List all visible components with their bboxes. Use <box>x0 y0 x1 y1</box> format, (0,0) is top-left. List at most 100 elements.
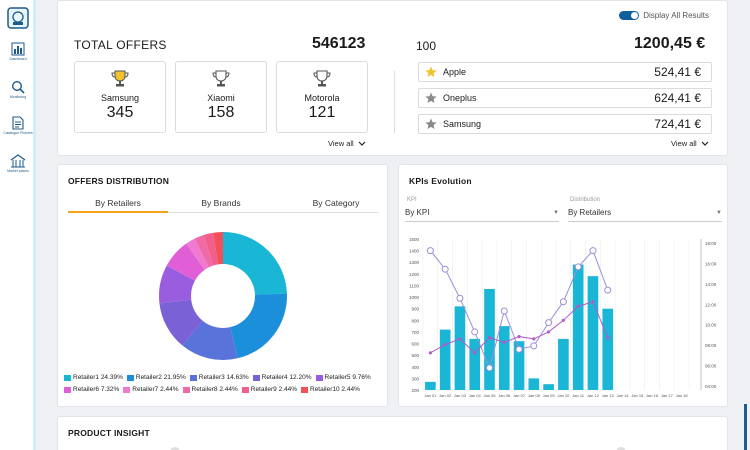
kpi-line-point[interactable] <box>426 247 434 255</box>
tab-by-retailers[interactable]: By Retailers <box>95 198 141 208</box>
y-right-tick: 04:00 <box>705 384 717 389</box>
brand-card-samsung[interactable]: Samsung 345 <box>74 61 166 133</box>
legend-item[interactable]: Retailer5 9.76% <box>315 374 371 381</box>
legend-item[interactable]: Retailer1 24.39% <box>64 374 123 381</box>
kpi-bar[interactable] <box>469 338 481 390</box>
legend-label: Retailer9 2.44% <box>250 386 297 393</box>
legend-item[interactable]: Retailer9 2.44% <box>241 386 297 393</box>
kpi-line-point[interactable] <box>473 351 477 355</box>
slider-handle[interactable] <box>170 447 180 450</box>
sidebar-item-dashboard[interactable]: Dashboard <box>2 42 34 61</box>
kpi-bar[interactable] <box>484 288 495 390</box>
ranking-row-apple[interactable]: Apple 524,41 € <box>418 62 712 82</box>
kpi-line-point[interactable] <box>591 300 595 304</box>
brand-card-xiaomi[interactable]: Xiaomi 158 <box>175 61 267 133</box>
legend-item[interactable]: Retailer3 14.63% <box>189 374 249 381</box>
kpi-line-point[interactable] <box>606 336 610 340</box>
kpi-bar[interactable] <box>587 276 599 390</box>
legend-item[interactable]: Retailer8 2.44% <box>182 386 238 393</box>
kpi-line-point[interactable] <box>428 351 432 355</box>
donut-slice-1[interactable] <box>223 232 287 295</box>
donut-slice-3[interactable] <box>182 320 238 360</box>
scrollbar-thumb[interactable] <box>744 404 747 450</box>
slider-handle[interactable] <box>616 447 626 450</box>
kpi-select[interactable]: By KPI ▼ <box>405 208 559 222</box>
kpi-line-point[interactable] <box>517 334 521 339</box>
donut-slice-6[interactable] <box>166 243 205 281</box>
tab-by-brands[interactable]: By Brands <box>201 198 241 208</box>
donut-slice-8[interactable] <box>194 234 214 268</box>
ranking-row-samsung[interactable]: Samsung 724,41 € <box>418 114 712 134</box>
donut-slice-7[interactable] <box>186 238 209 270</box>
kpi-line-point[interactable] <box>458 337 462 341</box>
kpi-bar[interactable] <box>425 381 436 390</box>
kpi-bar[interactable] <box>513 341 525 390</box>
ranking-value: 724,41 € <box>654 117 701 131</box>
x-tick-label: Jan 15 <box>631 393 644 398</box>
kpi-line-point[interactable] <box>502 340 506 344</box>
kpi-line-point[interactable] <box>500 307 508 315</box>
y-left-tick: 700 <box>411 330 419 335</box>
kpi-line-point[interactable] <box>441 265 449 273</box>
kpi-line-point[interactable] <box>604 286 612 294</box>
kpi-bar[interactable] <box>572 264 584 390</box>
tab-by-category[interactable]: By Category <box>312 198 360 208</box>
view-all-brands-link[interactable]: View all <box>328 139 366 148</box>
kpi-bar[interactable] <box>543 384 554 390</box>
donut-chart <box>159 232 287 360</box>
kpis-evolution-card: KPIs Evolution KPI By KPI ▼ Distribution… <box>398 164 728 407</box>
kpi-bar[interactable] <box>528 378 540 390</box>
sidebar-item-marketplaces[interactable]: Market places <box>2 154 34 173</box>
sidebar-item-monitoring[interactable]: Monitoring <box>2 80 34 99</box>
brand-logo[interactable] <box>2 6 34 30</box>
legend-label: Retailer3 14.63% <box>198 374 249 381</box>
display-all-toggle[interactable]: Display All Results <box>619 11 709 20</box>
legend-item[interactable]: Retailer10 2.44% <box>301 386 360 393</box>
legend-swatch <box>252 374 260 381</box>
donut-slice-2[interactable] <box>230 293 287 359</box>
kpi-line-point[interactable] <box>515 345 523 353</box>
legend-item[interactable]: Retailer4 12.20% <box>252 374 312 381</box>
legend-label: Retailer8 2.44% <box>191 386 238 393</box>
kpi-line-point[interactable] <box>559 298 567 306</box>
y-left-tick: 600 <box>411 342 419 347</box>
ranking-row-oneplus[interactable]: Oneplus 624,41 € <box>418 88 712 108</box>
kpi-line-point[interactable] <box>547 330 551 334</box>
y-left-tick: 1300 <box>409 260 420 265</box>
distribution-select-label: Distribution <box>570 197 601 203</box>
legend-item[interactable]: Retailer6 7.32% <box>64 386 119 393</box>
offers-distribution-card: OFFERS DISTRIBUTION By Retailers By Bran… <box>57 164 388 407</box>
legend-item[interactable]: Retailer2 21.95% <box>126 374 186 381</box>
donut-slice-5[interactable] <box>159 265 195 304</box>
kpi-line-point[interactable] <box>456 294 464 302</box>
kpi-bar[interactable] <box>558 338 569 390</box>
kpi-bar[interactable] <box>439 329 451 390</box>
x-tick-label: Jan 09 <box>543 393 556 398</box>
kpi-line-point[interactable] <box>471 328 479 336</box>
kpi-line-point[interactable] <box>561 318 565 322</box>
kpi-line-point[interactable] <box>486 364 493 372</box>
kpi-line-point[interactable] <box>530 342 538 350</box>
sidebar-item-catalogue[interactable]: Catalogue Pictures <box>2 116 34 135</box>
toggle-switch[interactable] <box>619 11 640 20</box>
kpi-bar[interactable] <box>602 308 614 390</box>
kpi-select-label: KPI <box>407 197 417 203</box>
kpi-line-point[interactable] <box>545 319 553 327</box>
kpi-bar[interactable] <box>454 306 466 390</box>
kpi-line-point[interactable] <box>487 336 492 340</box>
toggle-label: Display All Results <box>643 11 709 20</box>
legend-item[interactable]: Retailer7 2.44% <box>123 386 179 393</box>
brand-card-motorola[interactable]: Motorola 121 <box>276 61 368 133</box>
donut-slice-10[interactable] <box>213 232 223 265</box>
kpi-line-point[interactable] <box>574 263 582 271</box>
distribution-select[interactable]: By Retailers ▼ <box>568 208 722 222</box>
kpi-line-point[interactable] <box>443 343 447 347</box>
donut-slice-4[interactable] <box>159 299 203 346</box>
donut-slice-9[interactable] <box>203 232 219 266</box>
kpi-line-point[interactable] <box>589 247 597 255</box>
legend-label: Retailer4 12.20% <box>261 374 312 381</box>
kpi-bar[interactable] <box>498 326 510 390</box>
view-all-ranking-link[interactable]: View all <box>671 139 709 148</box>
kpi-line-point[interactable] <box>532 337 536 341</box>
kpi-line-point[interactable] <box>576 304 580 308</box>
